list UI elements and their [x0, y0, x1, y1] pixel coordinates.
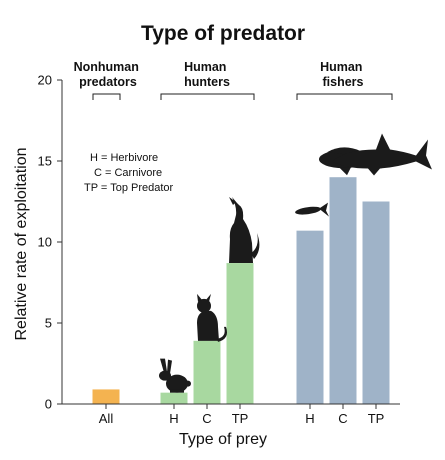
bar [362, 201, 390, 404]
y-tick-label: 0 [45, 397, 52, 412]
bracket-hunters [160, 93, 255, 100]
bracket-fishers [296, 93, 393, 100]
bars [92, 177, 390, 404]
legend-line-carnivore: C = Carnivore [94, 167, 162, 179]
group-label-hunters: Human hunters [184, 60, 230, 89]
bar [226, 263, 254, 404]
bracket-nonhuman [92, 93, 121, 100]
y-axis-title: Relative rate of exploitation [13, 148, 30, 341]
x-tick-label: C [202, 411, 211, 426]
chart-title: Type of predator [141, 22, 305, 45]
group-label-nonhuman-line-1: Nonhuman [74, 60, 139, 74]
x-tick-label: H [305, 411, 314, 426]
cat-icon [197, 293, 227, 342]
x-tick-label: TP [368, 411, 385, 426]
small-fish-icon [295, 202, 329, 217]
x-tick-label: All [99, 411, 114, 426]
y-tick-label: 10 [38, 235, 52, 250]
x-axis-title: Type of prey [179, 431, 267, 448]
y-tick-label: 5 [45, 316, 52, 331]
x-tick-label: TP [232, 411, 249, 426]
y-tick-label: 15 [38, 154, 52, 169]
legend: H = Herbivore C = Carnivore TP = Top Pre… [84, 152, 174, 194]
y-tick-label: 20 [38, 73, 52, 88]
group-label-fishers-line-1: Human [320, 60, 362, 74]
group-labels: Nonhuman predators Human hunters Human f… [74, 60, 366, 89]
wolf-icon [229, 197, 260, 264]
bar [296, 230, 324, 404]
group-label-fishers: Human fishers [320, 60, 366, 89]
prey-icons [159, 133, 432, 393]
legend-line-herbivore: H = Herbivore [90, 152, 158, 164]
group-label-hunters-line-1: Human [184, 60, 226, 74]
x-tick-label: C [338, 411, 347, 426]
bar [193, 340, 221, 404]
group-label-nonhuman-line-2: predators [79, 75, 137, 89]
group-label-hunters-line-2: hunters [184, 75, 230, 89]
rabbit-icon [159, 358, 191, 393]
bar [329, 177, 357, 404]
group-label-fishers-line-2: fishers [323, 75, 364, 89]
shark-icon [332, 133, 432, 176]
x-tick-label: H [169, 411, 178, 426]
legend-line-top-predator: TP = Top Predator [84, 182, 174, 194]
y-axis: 0 5 10 15 20 [38, 73, 63, 412]
bar [160, 392, 188, 404]
group-brackets [92, 93, 393, 100]
group-label-nonhuman: Nonhuman predators [74, 60, 143, 89]
bar [92, 389, 120, 404]
x-axis: All H C TP H C TP [62, 403, 400, 426]
